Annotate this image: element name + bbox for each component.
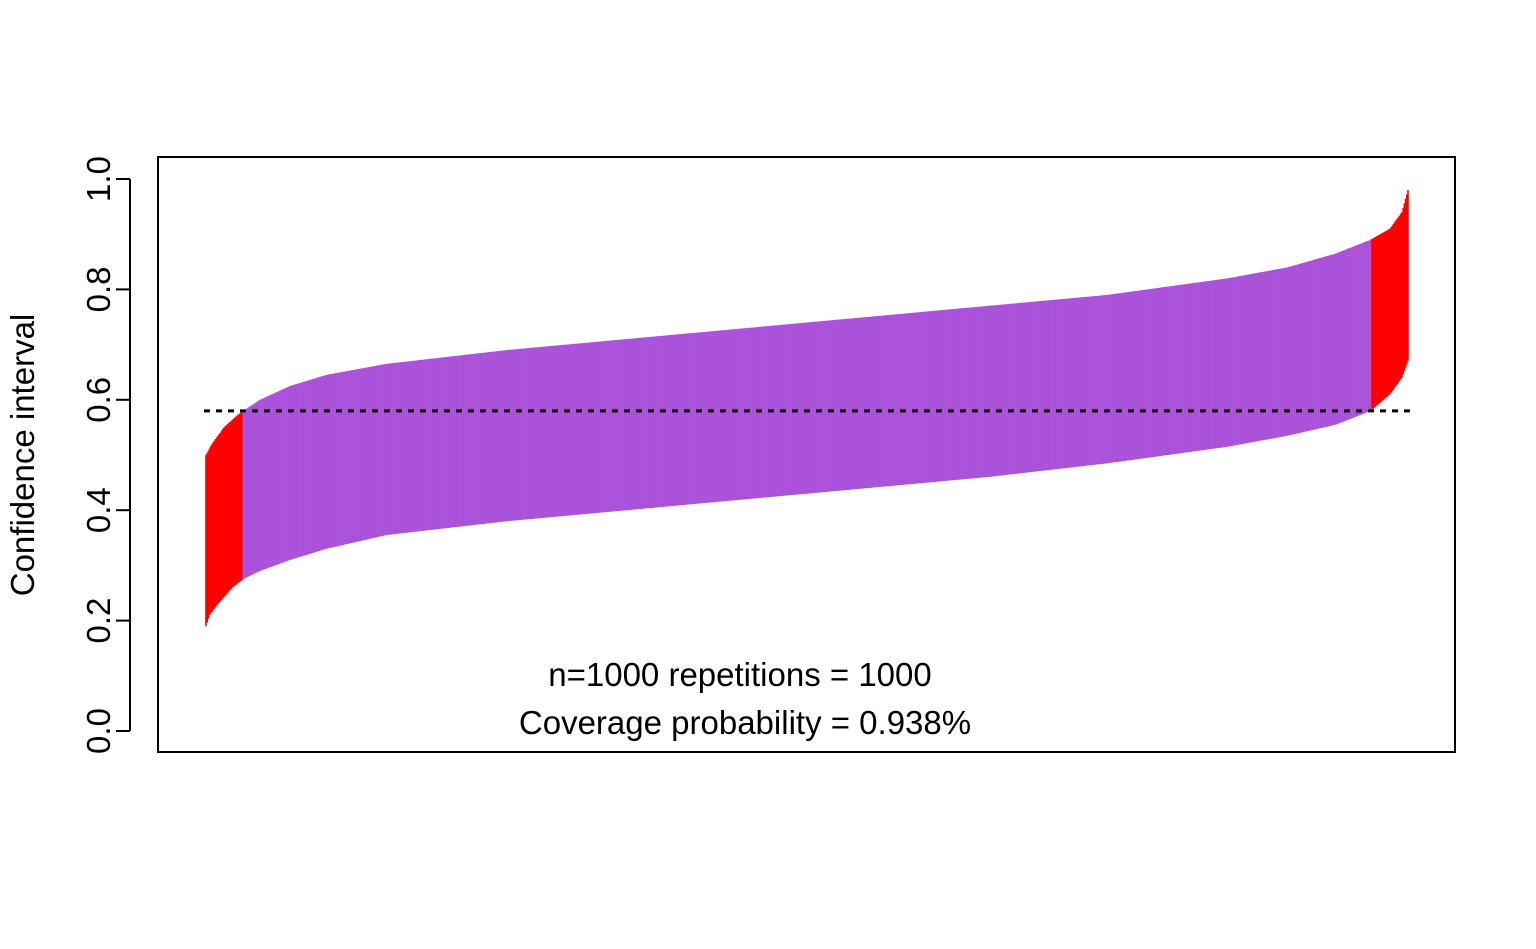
coverage-annotation: Coverage probability = 0.938% [519,704,971,741]
y-axis-title: Confidence interval [4,314,41,597]
y-tick-label: 0.6 [80,377,117,423]
y-tick-label: 0.2 [80,598,117,644]
y-tick-label: 0.4 [80,487,117,533]
y-axis: 0.0 0.2 0.4 0.6 0.8 1.0 [80,156,131,754]
repetitions-annotation: n=1000 repetitions = 1000 [548,656,931,693]
y-tick-label: 0.0 [80,708,117,754]
plot-frame [157,156,1456,753]
y-tick-label: 0.8 [80,266,117,312]
confidence-intervals [205,190,1409,627]
y-tick-label: 1.0 [80,156,117,202]
